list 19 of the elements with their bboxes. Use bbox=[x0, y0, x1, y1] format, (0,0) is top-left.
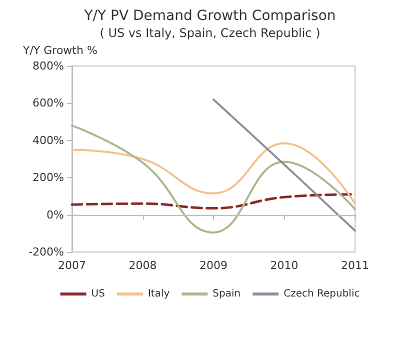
x-tick-label: 2007 bbox=[58, 259, 86, 272]
chart-subtitle: ( US vs Italy, Spain, Czech Republic ) bbox=[100, 26, 320, 40]
legend-label: Italy bbox=[148, 288, 170, 300]
x-tick-label: 2008 bbox=[128, 259, 157, 272]
y-tick-label: 0% bbox=[46, 208, 64, 222]
y-tick-label: 600% bbox=[32, 96, 64, 110]
x-tick-label: 2010 bbox=[270, 259, 298, 272]
y-tick-label: 400% bbox=[32, 134, 64, 147]
y-tick-label: 200% bbox=[32, 171, 64, 184]
y-axis-title: Y/Y Growth % bbox=[22, 44, 98, 57]
y-tick-label: -200% bbox=[28, 246, 64, 258]
x-tick-label: 2011 bbox=[341, 259, 369, 272]
legend-label: Spain bbox=[212, 288, 241, 300]
legend-label: US bbox=[91, 288, 105, 300]
x-tick-label: 2009 bbox=[200, 259, 228, 272]
chart-title: Y/Y PV Demand Growth Comparison bbox=[83, 8, 336, 24]
legend-label: Czech Republic bbox=[284, 288, 360, 300]
y-tick-label: 800% bbox=[32, 60, 64, 72]
line-series bbox=[71, 142, 356, 205]
